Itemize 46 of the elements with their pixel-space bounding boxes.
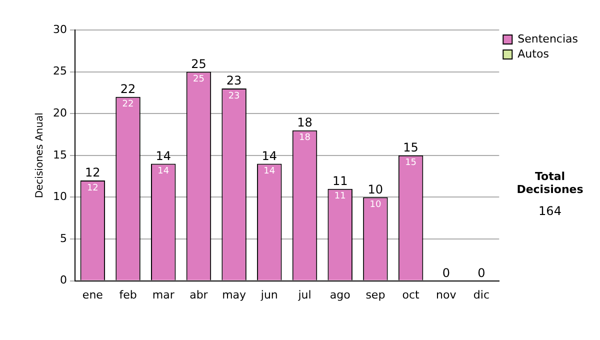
y-axis-title: Decisiones Anual (34, 112, 46, 198)
y-tick-label: 25 (52, 64, 67, 78)
data-label: 14 (264, 166, 276, 177)
total-label: 14 (262, 148, 278, 163)
total-label: 22 (120, 82, 136, 96)
data-label: 18 (299, 133, 311, 144)
total-label: 25 (191, 56, 206, 71)
x-tick-label: jul (297, 288, 312, 302)
total-label: 15 (403, 140, 418, 155)
data-label: 11 (334, 192, 346, 202)
data-label: 14 (158, 166, 170, 177)
total-label: 0 (442, 266, 450, 280)
x-tick-label: oct (402, 288, 420, 302)
data-label: 23 (228, 91, 240, 102)
total-label: 12 (85, 166, 100, 180)
y-tick-label: 5 (60, 232, 67, 245)
legend-label: Autos (518, 47, 550, 60)
data-label: 22 (122, 100, 134, 110)
x-tick-label: nov (436, 288, 457, 302)
y-tick-label: 15 (52, 148, 67, 162)
text: 164 (538, 204, 562, 218)
total-label: 14 (156, 148, 172, 163)
total-label: 0 (478, 266, 486, 280)
y-tick-label: 0 (60, 274, 67, 287)
data-label: 12 (86, 183, 98, 194)
x-tick-label: abr (190, 288, 208, 302)
data-label: 15 (405, 158, 417, 168)
x-tick-label: may (222, 288, 247, 302)
data-label: 25 (192, 74, 204, 85)
total-label: 11 (332, 174, 348, 188)
x-tick-label: ene (82, 288, 104, 302)
x-tick-label: mar (152, 288, 175, 302)
y-tick-label: 20 (52, 106, 67, 120)
text: Total Decisiones (516, 170, 584, 196)
data-label: 10 (370, 200, 382, 210)
legend-label: Sentencias (518, 32, 578, 46)
x-tick-label: sep (366, 288, 386, 302)
x-tick-label: ago (330, 288, 351, 302)
total-label: 23 (226, 74, 242, 88)
x-tick-label: dic (473, 288, 490, 302)
total-label: 18 (297, 115, 312, 130)
y-tick-label: 10 (52, 190, 67, 204)
y-tick-label: 30 (52, 22, 67, 36)
x-tick-label: feb (119, 288, 137, 302)
x-tick-label: jun (260, 288, 278, 302)
total-label: 10 (368, 182, 384, 196)
